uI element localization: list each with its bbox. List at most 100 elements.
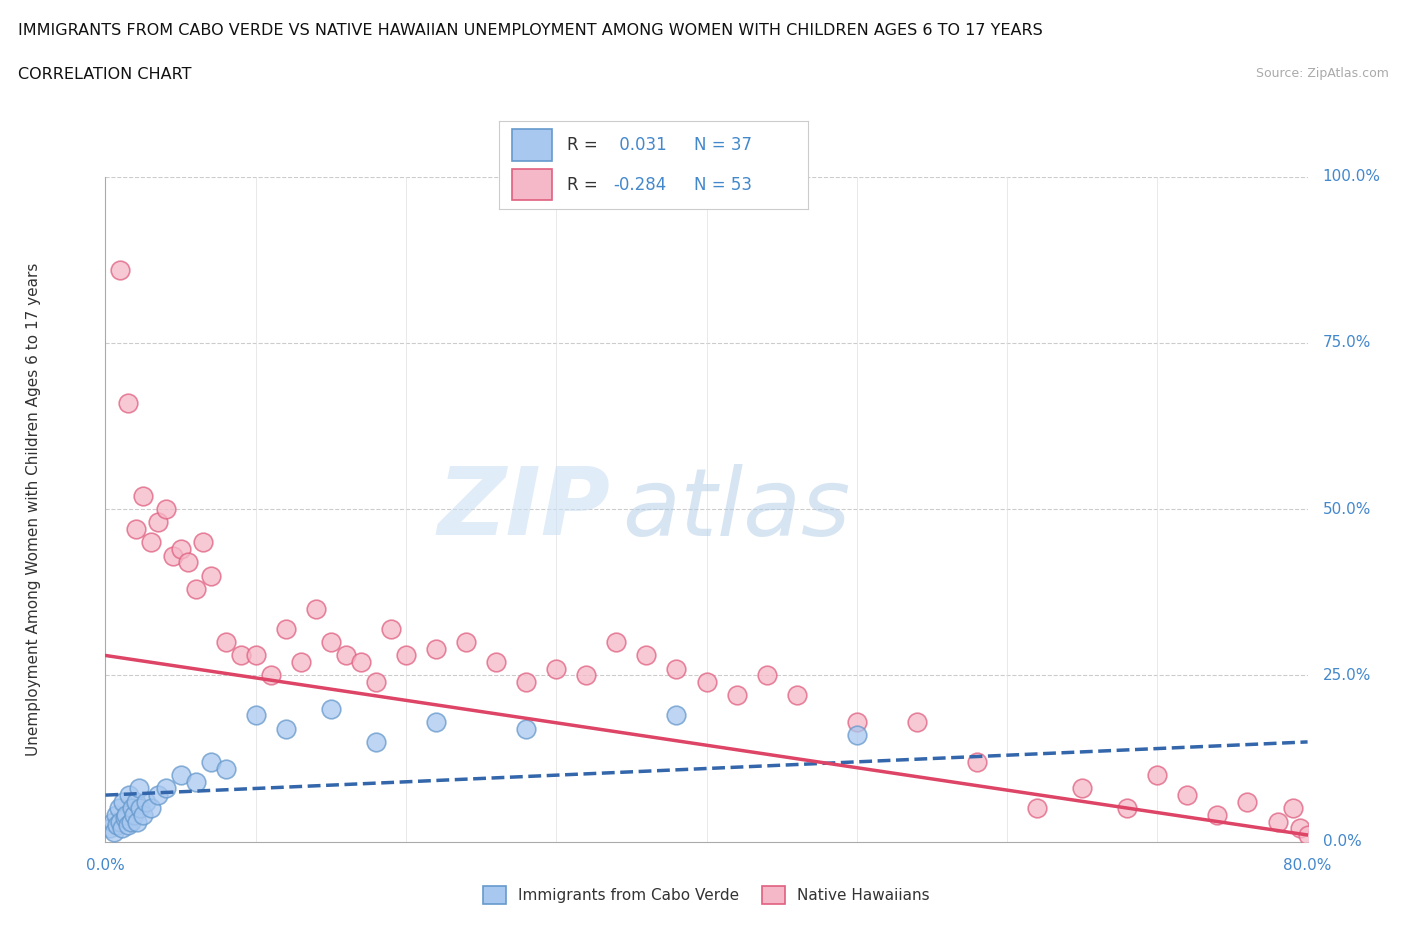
Point [260,668,283,683]
Point [104,807,127,822]
Text: 50.0%: 50.0% [1323,501,1371,517]
Point [124,522,146,537]
Point [1281,801,1303,816]
Point [755,668,778,683]
Point [117,395,139,410]
Text: Source: ZipAtlas.com: Source: ZipAtlas.com [1256,67,1389,80]
Point [114,811,136,826]
Point [155,781,177,796]
Legend: Immigrants from Cabo Verde, Native Hawaiians: Immigrants from Cabo Verde, Native Hawai… [477,880,936,910]
Point [696,674,718,689]
Point [124,794,146,809]
Point [665,661,688,676]
Point [146,788,169,803]
Point [110,262,132,277]
Point [162,549,184,564]
Point [200,568,222,583]
Point [319,634,342,649]
Point [350,655,373,670]
Point [177,555,200,570]
Point [725,688,748,703]
Point [1071,781,1094,796]
Point [132,807,155,822]
Text: R =: R = [567,136,598,153]
Text: CORRELATION CHART: CORRELATION CHART [18,67,191,82]
Point [335,648,357,663]
Point [184,581,207,596]
Point [845,714,868,729]
Point [319,701,342,716]
Text: N = 53: N = 53 [695,176,752,193]
Point [139,801,162,816]
Point [122,807,145,822]
Point [120,815,142,830]
Point [229,648,252,663]
Point [395,648,418,663]
Point [1267,815,1289,830]
Point [1116,801,1139,816]
Text: R =: R = [567,176,598,193]
Point [786,688,808,703]
Point [515,721,537,736]
Point [546,661,568,676]
Bar [512,129,551,161]
Point [274,721,297,736]
Point [112,794,135,809]
Point [245,648,267,663]
Text: -0.284: -0.284 [613,176,666,193]
Bar [512,168,551,201]
Text: 25.0%: 25.0% [1323,668,1371,683]
Point [135,794,157,809]
Point [146,515,169,530]
Point [200,754,222,769]
Point [101,815,124,830]
Point [110,815,132,830]
Point [905,714,928,729]
Point [380,621,402,636]
Point [98,821,121,836]
Point [128,781,150,796]
Point [132,488,155,503]
Point [605,634,627,649]
Point [118,788,141,803]
Point [117,817,139,832]
Point [169,768,191,783]
Point [155,502,177,517]
Point [129,801,152,816]
Point [1026,801,1049,816]
Point [290,655,312,670]
Point [115,807,138,822]
Text: 0.0%: 0.0% [1323,834,1361,849]
Point [636,648,658,663]
Point [485,655,508,670]
Text: 100.0%: 100.0% [1323,169,1381,184]
Point [107,817,129,832]
Text: 0.031: 0.031 [613,136,666,153]
Point [364,735,387,750]
Point [121,801,143,816]
Point [1206,807,1229,822]
Point [665,708,688,723]
Point [1146,768,1168,783]
Point [364,674,387,689]
Text: ZIP: ZIP [437,463,610,555]
Point [1289,821,1312,836]
Text: 0.0%: 0.0% [86,858,125,873]
Point [425,642,447,657]
Text: 80.0%: 80.0% [1284,858,1331,873]
Text: Unemployment Among Women with Children Ages 6 to 17 years: Unemployment Among Women with Children A… [25,262,41,756]
Point [108,801,131,816]
Point [191,535,214,550]
Text: N = 37: N = 37 [695,136,752,153]
Point [425,714,447,729]
Point [305,602,328,617]
Text: 75.0%: 75.0% [1323,336,1371,351]
Text: IMMIGRANTS FROM CABO VERDE VS NATIVE HAWAIIAN UNEMPLOYMENT AMONG WOMEN WITH CHIL: IMMIGRANTS FROM CABO VERDE VS NATIVE HAW… [18,23,1043,38]
Point [1296,828,1319,843]
Point [111,821,134,836]
Point [966,754,988,769]
Point [1236,794,1258,809]
Point [274,621,297,636]
Point [1175,788,1198,803]
Point [515,674,537,689]
